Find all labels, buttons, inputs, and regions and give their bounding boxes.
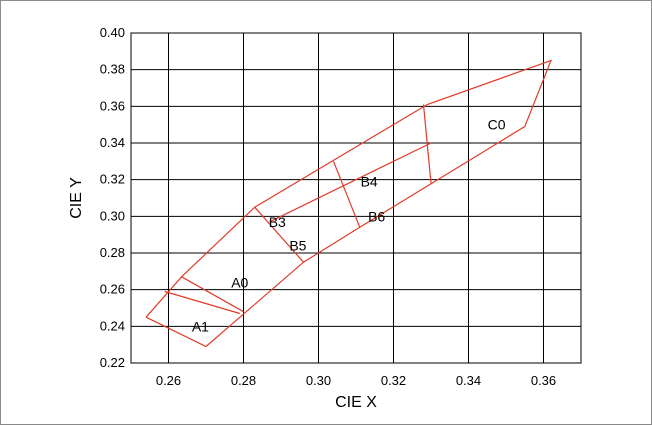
y-axis-title: CIE Y: [68, 177, 85, 219]
y-tick-labels: 0.22 0.24 0.26 0.28 0.30 0.32 0.34 0.36 0.38 0.40: [100, 25, 125, 370]
x-tick-labels: 0.26 0.28 0.30 0.32 0.34 0.36: [156, 373, 556, 388]
bin-boundary-line: [269, 142, 432, 223]
region-label-c0: C0: [488, 117, 506, 133]
region-label-b3: B3: [269, 214, 286, 230]
y-tick-label: 0.32: [100, 172, 125, 187]
region-label-b4: B4: [361, 174, 378, 190]
y-tick-label: 0.34: [100, 135, 125, 150]
bin-boundary-line: [181, 276, 244, 313]
y-tick-label: 0.40: [100, 25, 125, 40]
region-label-a1: A1: [192, 318, 209, 334]
x-tick-label: 0.30: [306, 373, 331, 388]
plot-area: [130, 32, 582, 364]
y-tick-label: 0.30: [100, 208, 125, 223]
y-tick-label: 0.38: [100, 62, 125, 77]
bin-boundary-line: [164, 290, 240, 315]
x-tick-label: 0.34: [456, 373, 481, 388]
region-label-b5: B5: [289, 238, 306, 254]
bin-boundary-line: [422, 104, 432, 184]
plot-border: [130, 32, 582, 364]
bin-boundary-line: [332, 161, 361, 228]
x-tick-label: 0.36: [531, 373, 556, 388]
bin-boundary-line: [145, 59, 553, 348]
bin-boundaries: [145, 59, 553, 348]
region-label-b6: B6: [368, 208, 385, 224]
bin-boundary-line: [254, 206, 304, 263]
region-label-a0: A0: [231, 274, 248, 290]
y-tick-label: 0.24: [100, 318, 125, 333]
y-tick-label: 0.22: [100, 355, 125, 370]
x-axis-title: CIE X: [335, 394, 377, 411]
x-tick-label: 0.28: [231, 373, 256, 388]
grid: [131, 32, 581, 364]
x-tick-label: 0.26: [156, 373, 181, 388]
y-tick-label: 0.36: [100, 98, 125, 113]
y-tick-label: 0.28: [100, 245, 125, 260]
y-tick-label: 0.26: [100, 282, 125, 297]
x-tick-label: 0.32: [381, 373, 406, 388]
